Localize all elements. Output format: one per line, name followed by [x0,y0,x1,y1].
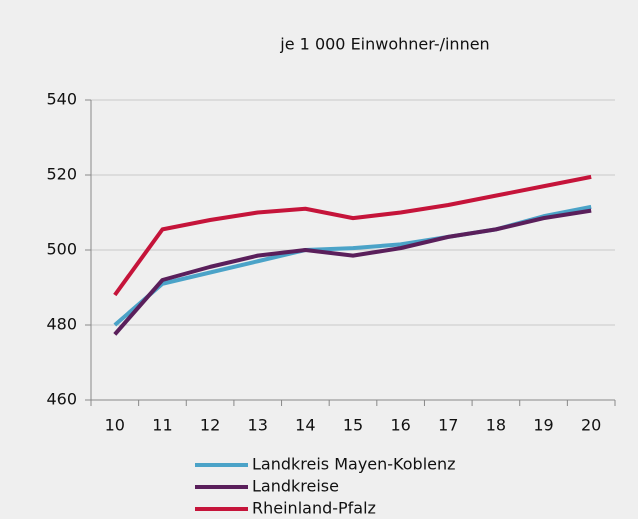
x-tick-label: 18 [486,416,506,435]
legend-label: Landkreise [252,477,339,496]
chart-title: je 1 000 Einwohner-/innen [279,35,489,54]
x-tick-label: 13 [248,416,268,435]
series-line [113,208,592,336]
x-tick-label: 12 [200,416,220,435]
series-line [113,174,592,297]
y-tick-label: 500 [46,240,77,259]
x-tick-label: 20 [581,416,601,435]
x-tick-label: 10 [105,416,125,435]
x-tick-label: 11 [152,416,172,435]
legend-label: Landkreis Mayen-Koblenz [252,455,456,474]
legend-label: Rheinland-Pfalz [252,499,376,518]
x-tick-label: 14 [295,416,315,435]
x-tick-label: 19 [533,416,553,435]
y-tick-label: 460 [46,390,77,409]
y-tick-label: 520 [46,165,77,184]
x-tick-label: 15 [343,416,363,435]
x-tick-label: 16 [390,416,410,435]
y-tick-label: 480 [46,315,77,334]
y-tick-label: 540 [46,90,77,109]
x-tick-label: 17 [438,416,458,435]
